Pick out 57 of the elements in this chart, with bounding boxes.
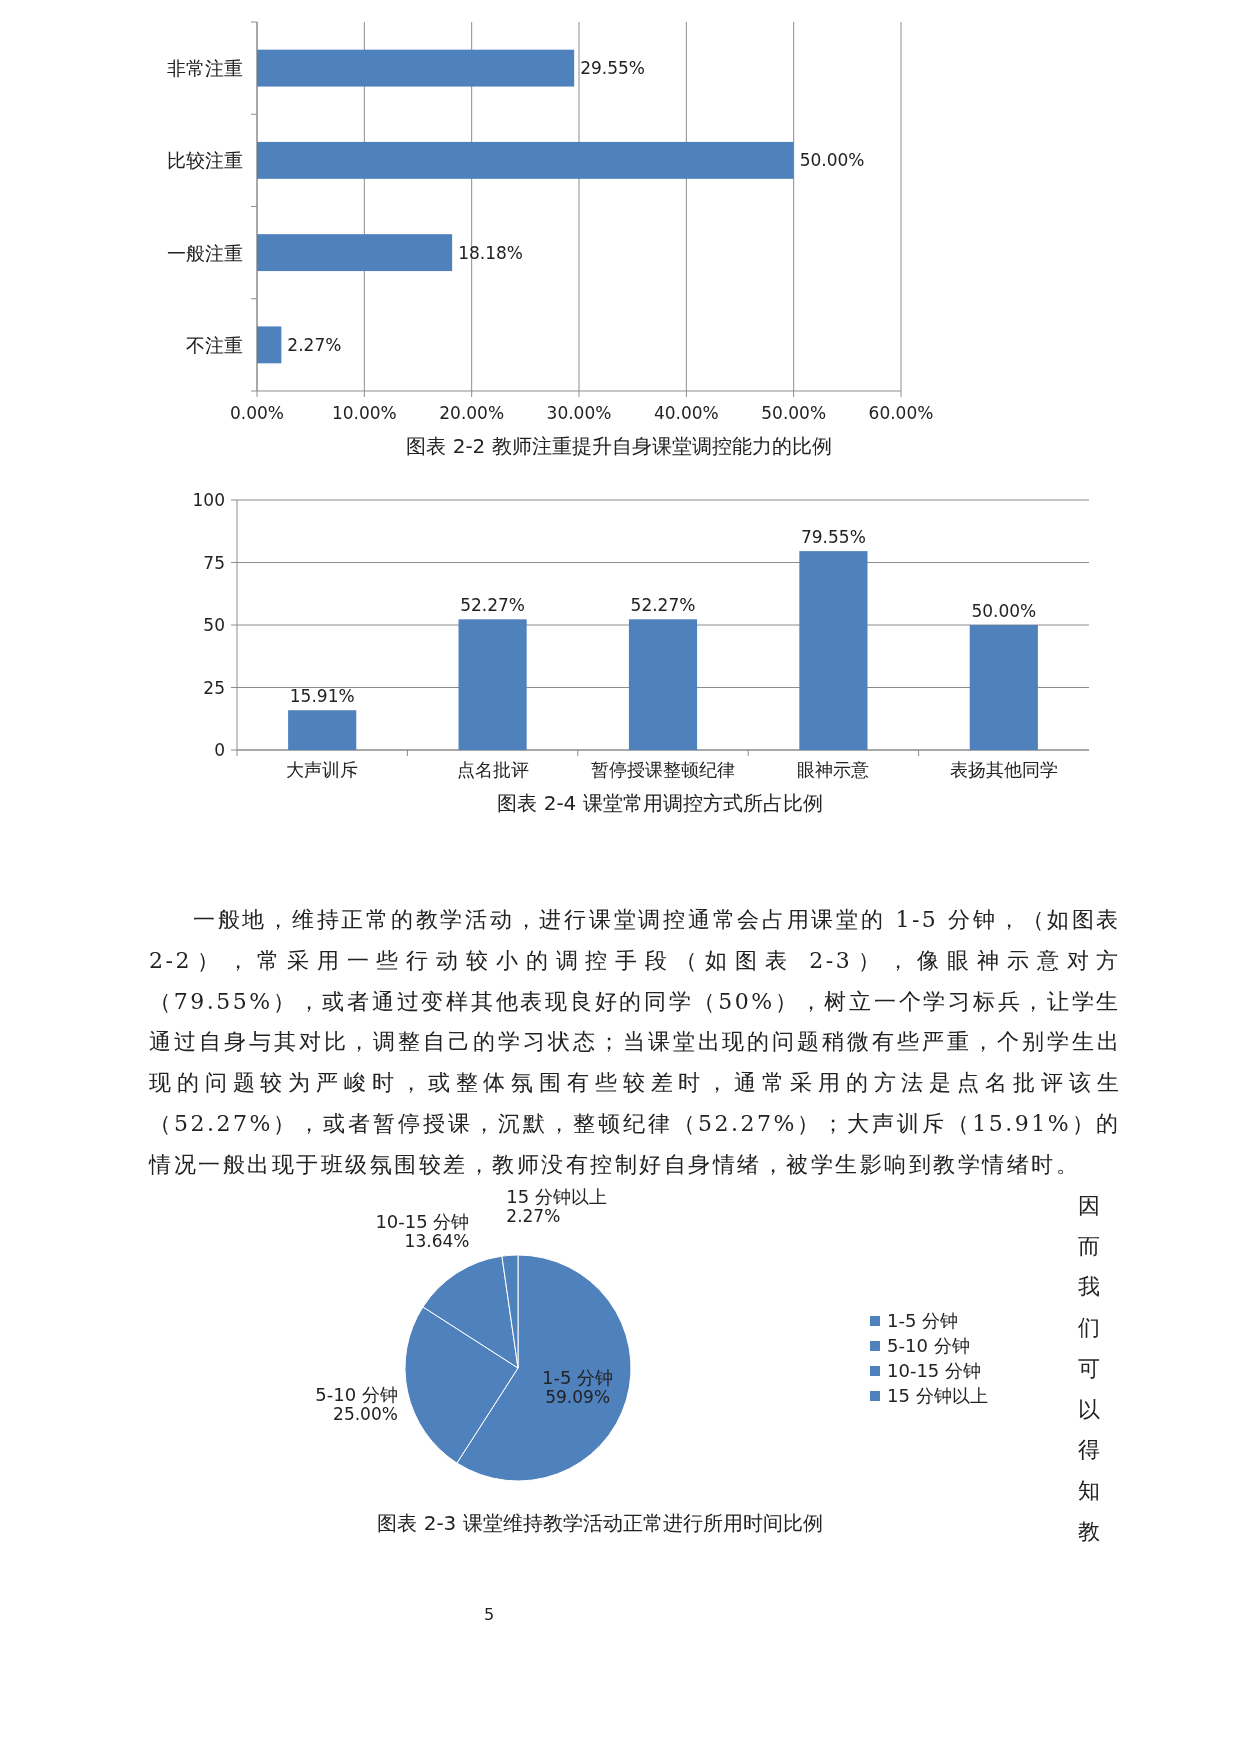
y-tick-label: 50 [203, 615, 225, 635]
y-tick-label: 比较注重 [167, 149, 243, 172]
x-tick-label: 0.00% [229, 403, 285, 423]
text: 15.91% [289, 686, 355, 707]
x-tick-label: 60.00% [868, 403, 934, 423]
slice-label: 1-5 分钟 [542, 1366, 614, 1388]
bar [257, 49, 575, 87]
text: 52.27% [460, 595, 526, 616]
bar [458, 619, 527, 750]
text: 79.55% [800, 527, 866, 548]
x-tick-label: 20.00% [439, 403, 505, 423]
slice-label: 5-10 分钟 [315, 1383, 398, 1405]
y-tick-label: 100 [192, 490, 225, 510]
y-tick-label: 一般注重 [167, 241, 243, 264]
text: 50.00% [971, 601, 1037, 621]
bar [799, 551, 868, 750]
text: 29.55% [580, 58, 645, 79]
data-label: 59.09% [545, 1386, 611, 1407]
text: 18.18% [458, 242, 523, 263]
x-tick-label: 暂停授课整顿纪律 [591, 759, 735, 780]
data-label: 13.64% [404, 1231, 470, 1252]
y-tick-label: 非常注重 [167, 57, 243, 80]
x-tick-label: 眼神示意 [797, 759, 870, 780]
x-tick-label: 50.00% [761, 403, 827, 423]
text: 50.00% [799, 150, 865, 171]
bar [969, 625, 1038, 750]
slice-label: 10-15 分钟 [375, 1211, 470, 1233]
bar [628, 619, 698, 750]
text: 图表 2-2 教师注重提升自身课堂调控能力的比例 [406, 434, 832, 458]
text: 5 [483, 1605, 495, 1624]
data-label: 25.00% [333, 1403, 398, 1424]
legend-label: 10-15 分钟 [887, 1360, 982, 1381]
x-tick-label: 40.00% [653, 403, 719, 423]
bar [257, 234, 453, 272]
y-tick-label: 0 [214, 740, 225, 760]
text: 图表 2-3 课堂维持教学活动正常进行所用时间比例 [377, 1511, 823, 1535]
bar [257, 141, 794, 179]
x-tick-label: 点名批评 [456, 759, 529, 780]
text: 52.27% [630, 595, 696, 616]
x-tick-label: 30.00% [546, 403, 612, 423]
x-tick-label: 大声训斥 [286, 759, 359, 780]
text: 2.27% [287, 334, 342, 355]
text: 因而我们可以得知教 [1078, 1193, 1100, 1544]
text: 一般地，维持正常的教学活动，进行课堂调控通常会占用课堂的 1-5 分钟，（如图表 2-2），常采用一些行动较小的调控手段（如图表 2-3），像眼神示意对方（79.55%），或者通过变样其他表现良好的同学（50%），树立一个学习标兵，让学生通过自身与其对比，调整自己的学习状态；当课堂出现的问题稍微有些严重，个别学生出现的问题较为严峻时，或整体氛围有些较差时，通常采用的方法是点名批评该生（52.27%），或者暂停授课，沉默，整顿纪律（52.27%）；大声训斥（15.91%）的情况一般出现于班级氛围较差，教师没有控制好自身情绪，被学生影响到教学情绪时。 [149, 906, 1121, 1179]
legend-label: 1-5 分钟 [887, 1310, 959, 1331]
slice-label: 15 分钟以上 [506, 1185, 607, 1207]
x-tick-label: 10.00% [331, 403, 397, 423]
legend-label: 15 分钟以上 [887, 1385, 988, 1406]
y-tick-label: 25 [203, 677, 225, 698]
legend-label: 5-10 分钟 [887, 1335, 970, 1356]
y-tick-label: 75 [203, 552, 225, 573]
bar [288, 710, 357, 750]
x-tick-label: 表扬其他同学 [949, 759, 1058, 780]
data-label: 2.27% [506, 1205, 561, 1226]
text: 图表 2-4 课堂常用调控方式所占比例 [497, 791, 823, 815]
y-tick-label: 不注重 [186, 333, 243, 356]
bar [257, 326, 282, 364]
